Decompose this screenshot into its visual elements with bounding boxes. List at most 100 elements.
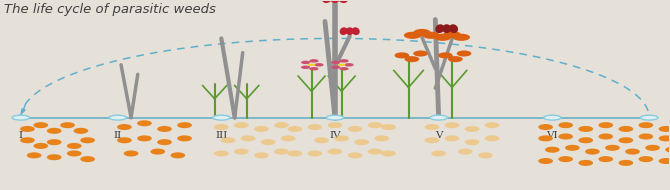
Ellipse shape <box>445 135 460 141</box>
Ellipse shape <box>308 124 322 130</box>
Ellipse shape <box>157 126 172 132</box>
Ellipse shape <box>177 122 192 128</box>
Ellipse shape <box>157 139 172 145</box>
Ellipse shape <box>74 128 88 134</box>
Ellipse shape <box>151 149 165 155</box>
Text: V: V <box>435 131 442 140</box>
Ellipse shape <box>598 156 613 162</box>
Ellipse shape <box>405 56 419 62</box>
Ellipse shape <box>578 126 593 132</box>
Text: IV: IV <box>329 131 341 140</box>
Text: The life cycle of parasitic weeds: The life cycle of parasitic weeds <box>4 3 216 16</box>
Circle shape <box>109 115 127 120</box>
Ellipse shape <box>339 59 348 63</box>
Ellipse shape <box>395 52 409 58</box>
Ellipse shape <box>117 124 132 130</box>
Ellipse shape <box>639 156 653 162</box>
Ellipse shape <box>281 135 295 141</box>
Ellipse shape <box>558 156 573 162</box>
Ellipse shape <box>352 27 360 35</box>
Ellipse shape <box>558 122 573 128</box>
Ellipse shape <box>457 51 472 56</box>
Ellipse shape <box>618 137 633 143</box>
Ellipse shape <box>598 134 613 139</box>
Ellipse shape <box>438 52 453 58</box>
Ellipse shape <box>449 24 458 33</box>
Ellipse shape <box>485 122 499 128</box>
Ellipse shape <box>659 135 670 141</box>
Ellipse shape <box>47 128 62 134</box>
Ellipse shape <box>558 134 573 139</box>
Ellipse shape <box>34 122 48 128</box>
Ellipse shape <box>465 126 480 132</box>
Ellipse shape <box>309 59 318 63</box>
Ellipse shape <box>639 134 653 139</box>
Ellipse shape <box>261 139 275 145</box>
Ellipse shape <box>20 126 35 132</box>
Ellipse shape <box>485 135 499 141</box>
Text: I: I <box>19 131 23 140</box>
Ellipse shape <box>234 149 249 155</box>
Ellipse shape <box>545 147 559 153</box>
Ellipse shape <box>434 34 452 41</box>
Ellipse shape <box>444 31 461 38</box>
Ellipse shape <box>565 145 580 151</box>
Ellipse shape <box>67 143 82 149</box>
Circle shape <box>543 115 561 120</box>
Ellipse shape <box>605 145 620 151</box>
Ellipse shape <box>309 67 318 70</box>
Circle shape <box>338 64 346 66</box>
Text: II: II <box>114 131 122 140</box>
Ellipse shape <box>340 27 348 35</box>
Ellipse shape <box>578 137 593 143</box>
Ellipse shape <box>47 154 62 160</box>
Ellipse shape <box>453 34 470 41</box>
Ellipse shape <box>538 158 553 164</box>
Ellipse shape <box>348 126 362 132</box>
Ellipse shape <box>338 0 348 3</box>
Ellipse shape <box>404 32 421 39</box>
Ellipse shape <box>331 61 340 64</box>
Ellipse shape <box>301 66 310 69</box>
Ellipse shape <box>171 152 185 158</box>
Ellipse shape <box>659 158 670 164</box>
Ellipse shape <box>137 135 152 141</box>
Ellipse shape <box>47 139 62 145</box>
Text: III: III <box>215 131 228 140</box>
Ellipse shape <box>436 24 444 33</box>
Ellipse shape <box>618 160 633 166</box>
Ellipse shape <box>348 152 362 158</box>
Ellipse shape <box>639 122 653 128</box>
Ellipse shape <box>117 137 132 143</box>
Ellipse shape <box>334 135 349 141</box>
Ellipse shape <box>448 56 463 62</box>
Circle shape <box>641 115 658 120</box>
Ellipse shape <box>254 152 269 158</box>
Circle shape <box>12 115 29 120</box>
Ellipse shape <box>20 137 35 143</box>
Ellipse shape <box>287 126 302 132</box>
Ellipse shape <box>368 149 383 155</box>
Ellipse shape <box>442 24 451 33</box>
Ellipse shape <box>375 135 389 141</box>
Ellipse shape <box>413 29 431 36</box>
Ellipse shape <box>339 67 348 70</box>
Ellipse shape <box>625 149 640 155</box>
Circle shape <box>430 115 448 120</box>
Ellipse shape <box>67 150 82 157</box>
Ellipse shape <box>314 137 329 143</box>
Ellipse shape <box>538 124 553 130</box>
Ellipse shape <box>598 122 613 128</box>
Ellipse shape <box>27 152 42 158</box>
Ellipse shape <box>478 152 493 158</box>
Ellipse shape <box>314 63 324 66</box>
Ellipse shape <box>645 145 660 151</box>
Ellipse shape <box>413 51 428 56</box>
Ellipse shape <box>381 124 396 130</box>
Ellipse shape <box>354 139 369 145</box>
Ellipse shape <box>241 135 255 141</box>
Ellipse shape <box>287 150 302 157</box>
Ellipse shape <box>60 122 75 128</box>
Ellipse shape <box>214 150 228 157</box>
Ellipse shape <box>368 122 383 128</box>
